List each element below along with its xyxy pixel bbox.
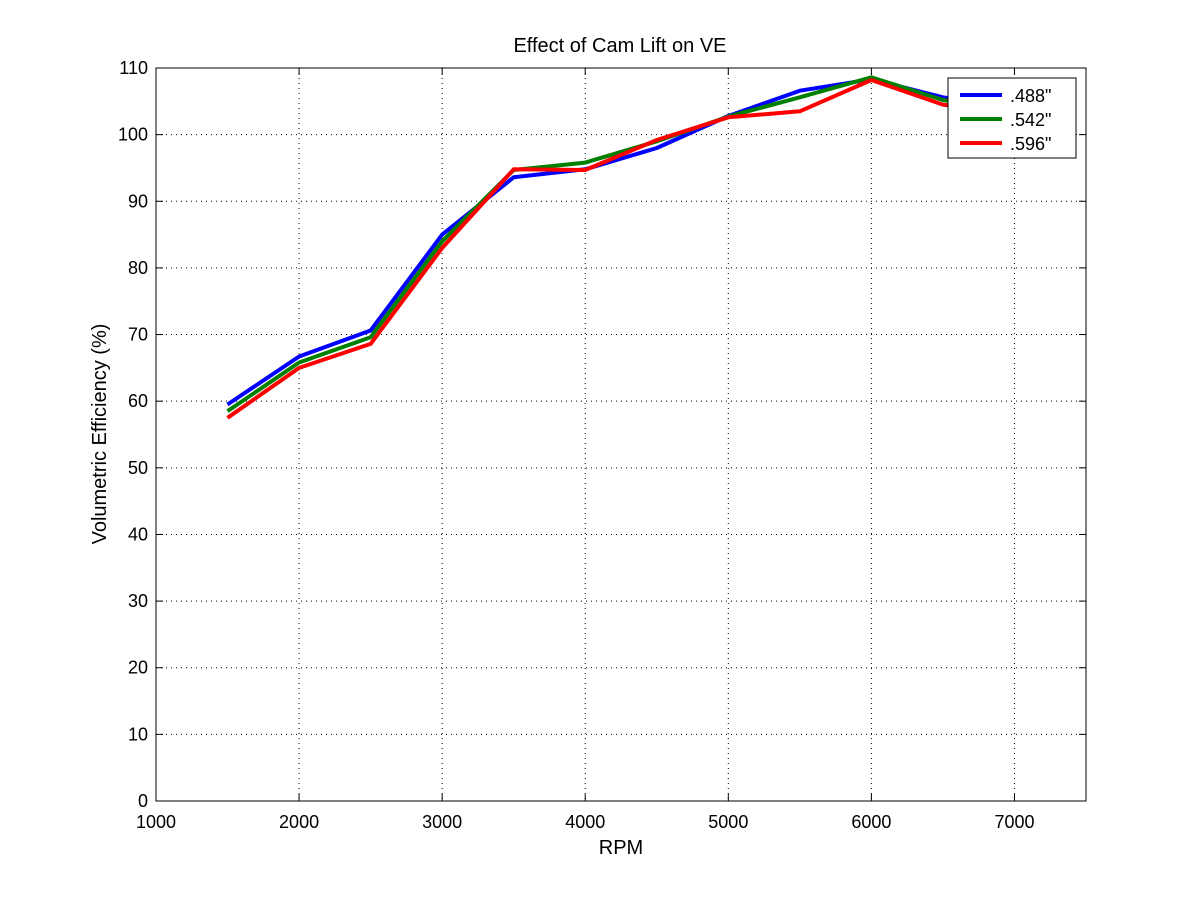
- series-line-1: [226, 75, 1015, 413]
- x-tick-label: 6000: [851, 812, 891, 832]
- x-tick-label: 4000: [565, 812, 605, 832]
- y-tick-label: 40: [128, 524, 148, 544]
- series-line-2: [226, 78, 1015, 420]
- grid-lines: [156, 68, 1086, 801]
- y-tick-label: 20: [128, 658, 148, 678]
- x-axis-title: RPM: [599, 837, 643, 859]
- y-tick-label: 50: [128, 458, 148, 478]
- x-tick-label: 5000: [708, 812, 748, 832]
- y-tick-label: 0: [138, 791, 148, 811]
- chart-title: Effect of Cam Lift on VE: [513, 35, 726, 57]
- x-tick-label: 2000: [279, 812, 319, 832]
- plot-area-frame: [155, 67, 1087, 802]
- y-axis-title: Volumetric Efficiency (%): [89, 324, 111, 545]
- y-tick-label: 10: [128, 724, 148, 744]
- y-tick-label: 30: [128, 591, 148, 611]
- series-lines: [226, 75, 1015, 420]
- axis-ticks: 1000 2000 3000 4000 5000 6000 7000 0 10 20 30 40 50 6…: [118, 58, 1086, 832]
- y-tick-label: 80: [128, 258, 148, 278]
- x-tick-label: 7000: [994, 812, 1034, 832]
- x-tick-label: 1000: [136, 812, 176, 832]
- legend: .488" .542" .596": [947, 77, 1077, 159]
- y-tick-label: 70: [128, 325, 148, 345]
- legend-label-2: .596": [1010, 134, 1051, 154]
- y-tick-label: 110: [119, 58, 148, 78]
- legend-label-0: .488": [1010, 86, 1051, 106]
- x-tick-label: 3000: [422, 812, 462, 832]
- legend-entries: .488" .542" .596": [960, 86, 1051, 154]
- y-tick-label: 100: [118, 125, 148, 145]
- legend-label-1: .542": [1010, 110, 1051, 130]
- y-tick-label: 90: [128, 191, 148, 211]
- y-tick-label: 60: [128, 391, 148, 411]
